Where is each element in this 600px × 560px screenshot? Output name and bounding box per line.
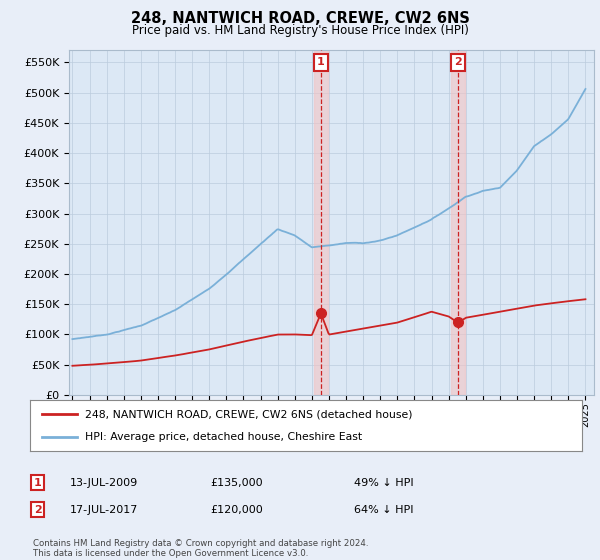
- Text: 248, NANTWICH ROAD, CREWE, CW2 6NS (detached house): 248, NANTWICH ROAD, CREWE, CW2 6NS (deta…: [85, 409, 413, 419]
- Text: HPI: Average price, detached house, Cheshire East: HPI: Average price, detached house, Ches…: [85, 432, 362, 442]
- Text: £135,000: £135,000: [210, 478, 263, 488]
- Text: 13-JUL-2009: 13-JUL-2009: [70, 478, 139, 488]
- Text: 248, NANTWICH ROAD, CREWE, CW2 6NS: 248, NANTWICH ROAD, CREWE, CW2 6NS: [131, 11, 469, 26]
- Bar: [314, 50, 328, 395]
- Text: Contains HM Land Registry data © Crown copyright and database right 2024.
This d: Contains HM Land Registry data © Crown c…: [33, 539, 368, 558]
- Text: 1: 1: [34, 478, 41, 488]
- Text: 1: 1: [317, 58, 325, 67]
- Text: 2: 2: [454, 58, 462, 67]
- Text: £120,000: £120,000: [210, 505, 263, 515]
- Text: 49% ↓ HPI: 49% ↓ HPI: [354, 478, 413, 488]
- Text: 2: 2: [34, 505, 41, 515]
- Text: Price paid vs. HM Land Registry's House Price Index (HPI): Price paid vs. HM Land Registry's House …: [131, 24, 469, 36]
- Bar: [451, 50, 465, 395]
- Text: 17-JUL-2017: 17-JUL-2017: [70, 505, 139, 515]
- Text: 64% ↓ HPI: 64% ↓ HPI: [354, 505, 413, 515]
